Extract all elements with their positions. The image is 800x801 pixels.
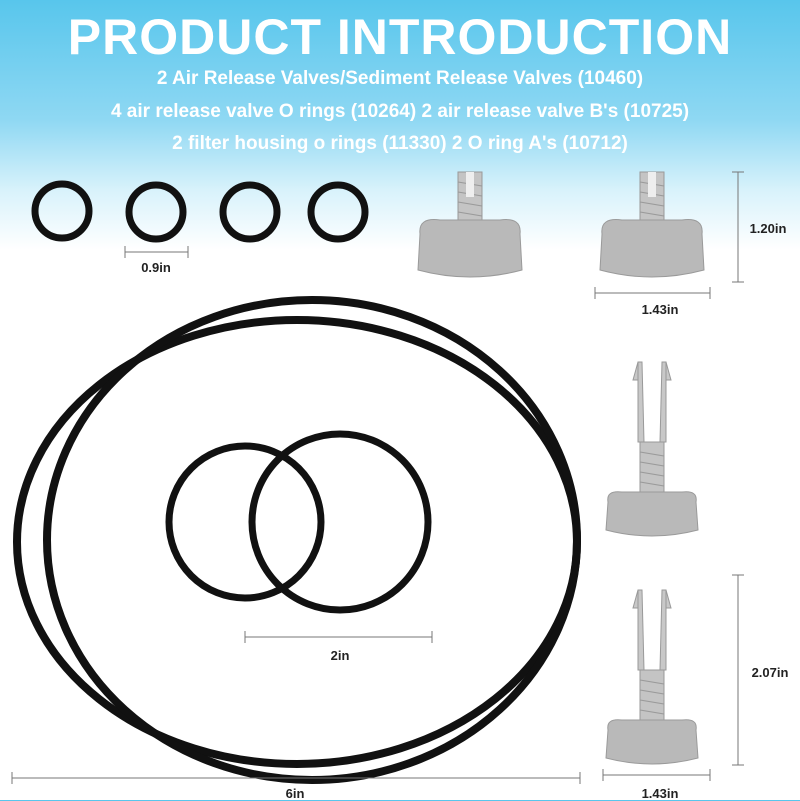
large-oring-dimension: 6in [285,786,305,801]
sediment-valve [605,589,699,765]
sediment-valve [605,361,699,537]
valve-width-dimension: 1.43in [641,786,679,801]
medium-orings [165,430,432,614]
medium-oring [165,442,325,602]
cap-height-dimension: 1.20in [749,221,787,236]
small-oring [125,181,187,243]
large-oring [13,316,581,768]
medium-oring [248,430,432,614]
product-line-1: 2 Air Release Valves/Sediment Release Va… [156,68,644,89]
product-line-3: 2 filter housing o rings (11330) 2 O rin… [172,133,628,154]
small-oring [31,180,93,242]
cap-width-dimension: 1.43in [641,302,679,317]
small-oring-dimension: 0.9in [141,260,171,275]
page-title: PRODUCT INTRODUCTION [67,9,733,65]
dimension-lines [11,171,744,784]
medium-oring-dimension: 2in [330,648,350,663]
large-orings [13,296,581,784]
large-oring [43,296,581,784]
small-oring [219,181,281,243]
valve-cap [417,171,523,278]
small-orings [31,180,369,243]
valve-height-dimension: 2.07in [751,665,789,680]
valve-cap [599,171,705,278]
product-line-2: 4 air release valve O rings (10264) 2 ai… [110,101,690,122]
small-oring [307,181,369,243]
